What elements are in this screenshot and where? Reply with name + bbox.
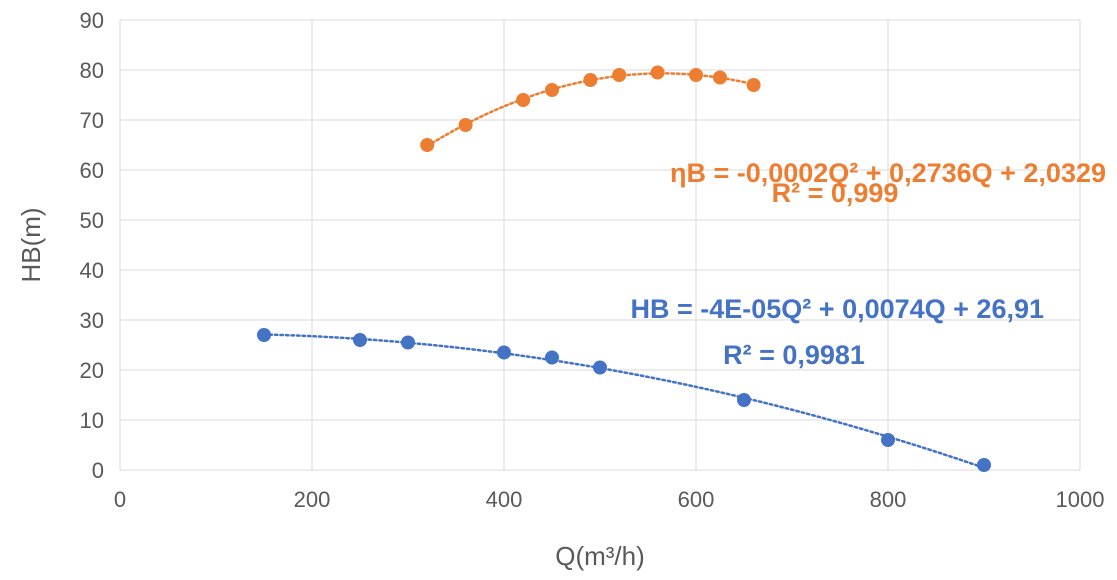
x-tick-label: 600: [678, 487, 715, 512]
blue-trendline-r2: R² = 0,9981: [723, 340, 865, 370]
y-tick-label: 10: [80, 408, 104, 433]
data-point-series-1: [737, 393, 751, 407]
data-points: [257, 65, 991, 472]
y-axis-tick-labels: 0 10 20 30 40 50 60 70 80 90: [80, 8, 104, 483]
data-point-series-0: [689, 68, 703, 82]
x-tick-label: 0: [114, 487, 126, 512]
y-tick-label: 0: [92, 458, 104, 483]
data-point-series-1: [401, 335, 415, 350]
x-tick-label: 400: [486, 487, 523, 512]
trendline-series-1: [262, 333, 986, 470]
y-tick-label: 90: [80, 8, 104, 33]
x-tick-label: 200: [294, 487, 331, 512]
data-point-series-0: [545, 83, 559, 97]
y-tick-label: 60: [80, 158, 104, 183]
data-point-series-1: [977, 458, 991, 472]
data-point-series-0: [650, 65, 665, 80]
data-point-series-1: [593, 360, 607, 375]
data-point-series-1: [353, 333, 367, 347]
y-tick-label: 50: [80, 208, 104, 233]
y-tick-label: 40: [80, 258, 104, 283]
y-tick-label: 70: [80, 108, 104, 133]
x-axis-title: Q(m³/h): [555, 541, 645, 571]
y-tick-label: 80: [80, 58, 104, 83]
data-point-series-1: [881, 433, 895, 447]
data-point-series-1: [497, 345, 511, 360]
data-point-series-0: [612, 68, 627, 82]
data-point-series-1: [257, 328, 271, 342]
blue-trendline-equation: HB = -4E-05Q² + 0,0074Q + 26,91: [631, 294, 1045, 324]
orange-trendline-equation: ηB = -0,0002Q² + 0,2736Q + 2,0329: [670, 158, 1106, 188]
data-point-series-0: [713, 70, 727, 85]
orange-trendline-r2: R² = 0,999: [772, 178, 899, 208]
data-point-series-1: [545, 350, 559, 365]
data-point-series-0: [516, 93, 531, 107]
x-tick-label: 1000: [1056, 487, 1105, 512]
data-point-series-0: [420, 138, 435, 152]
y-axis-title: HB(m): [16, 207, 46, 282]
y-tick-label: 20: [80, 358, 104, 383]
y-tick-label: 30: [80, 308, 104, 333]
x-tick-label: 800: [870, 487, 907, 512]
data-point-series-0: [458, 118, 473, 132]
data-point-series-0: [583, 73, 598, 87]
x-axis-tick-labels: 0 200 400 600 800 1000: [114, 487, 1105, 512]
data-point-series-0: [746, 78, 761, 92]
